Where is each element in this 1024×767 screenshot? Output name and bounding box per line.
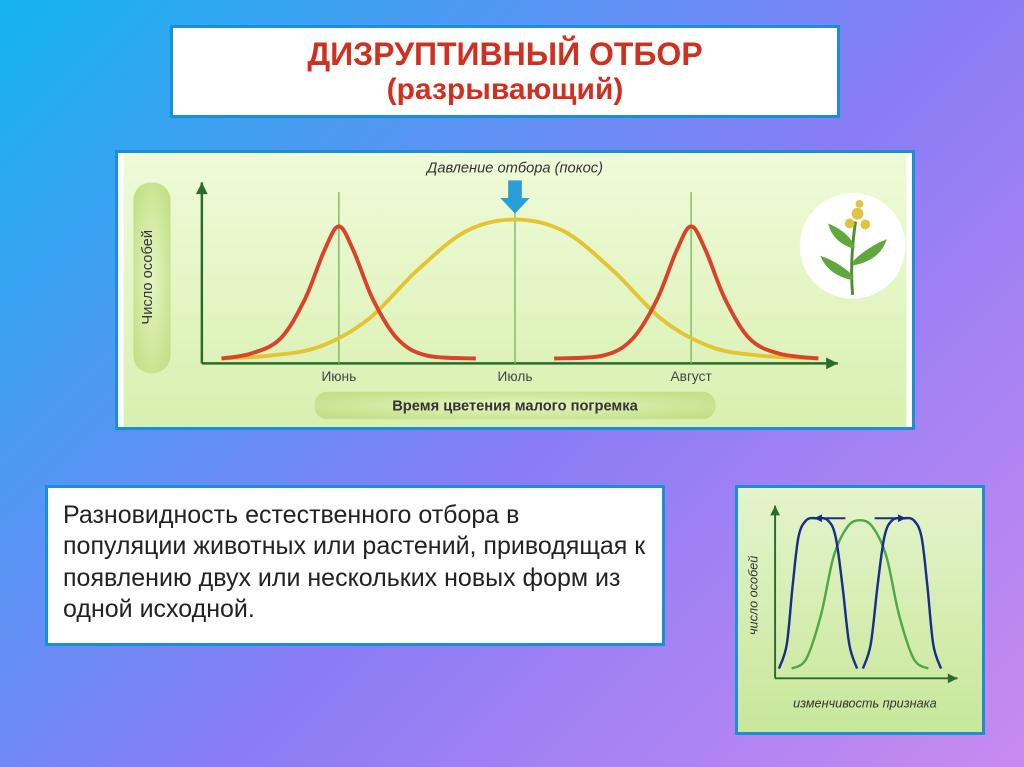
main-ylabel: Число особей	[140, 230, 156, 325]
description-box: Разновидность естественного отбора в поп…	[45, 485, 665, 646]
mini-ylabel: число особей	[747, 556, 761, 635]
mini-chart-svg: число особей изменчивость признака	[738, 488, 982, 732]
arrow-label: Давление отбора (покос)	[425, 161, 603, 177]
mini-xlabel: изменчивость признака	[793, 697, 937, 711]
xtick-1: Июль	[498, 369, 533, 384]
main-xlabel: Время цветения малого погремка	[392, 398, 638, 414]
xtick-0: Июнь	[321, 369, 356, 384]
title-box: ДИЗРУПТИВНЫЙ ОТБОР (разрывающий)	[170, 25, 840, 118]
xtick-2: Август	[671, 369, 713, 384]
main-chart: Число особей Давление отбора (покос) Июн…	[115, 150, 915, 430]
main-chart-svg: Число особей Давление отбора (покос) Июн…	[118, 153, 912, 427]
title-line1: ДИЗРУПТИВНЫЙ ОТБОР	[183, 36, 827, 73]
title-line2: (разрывающий)	[183, 73, 827, 107]
mini-chart: число особей изменчивость признака	[735, 485, 985, 735]
description-text: Разновидность естественного отбора в поп…	[63, 501, 645, 623]
